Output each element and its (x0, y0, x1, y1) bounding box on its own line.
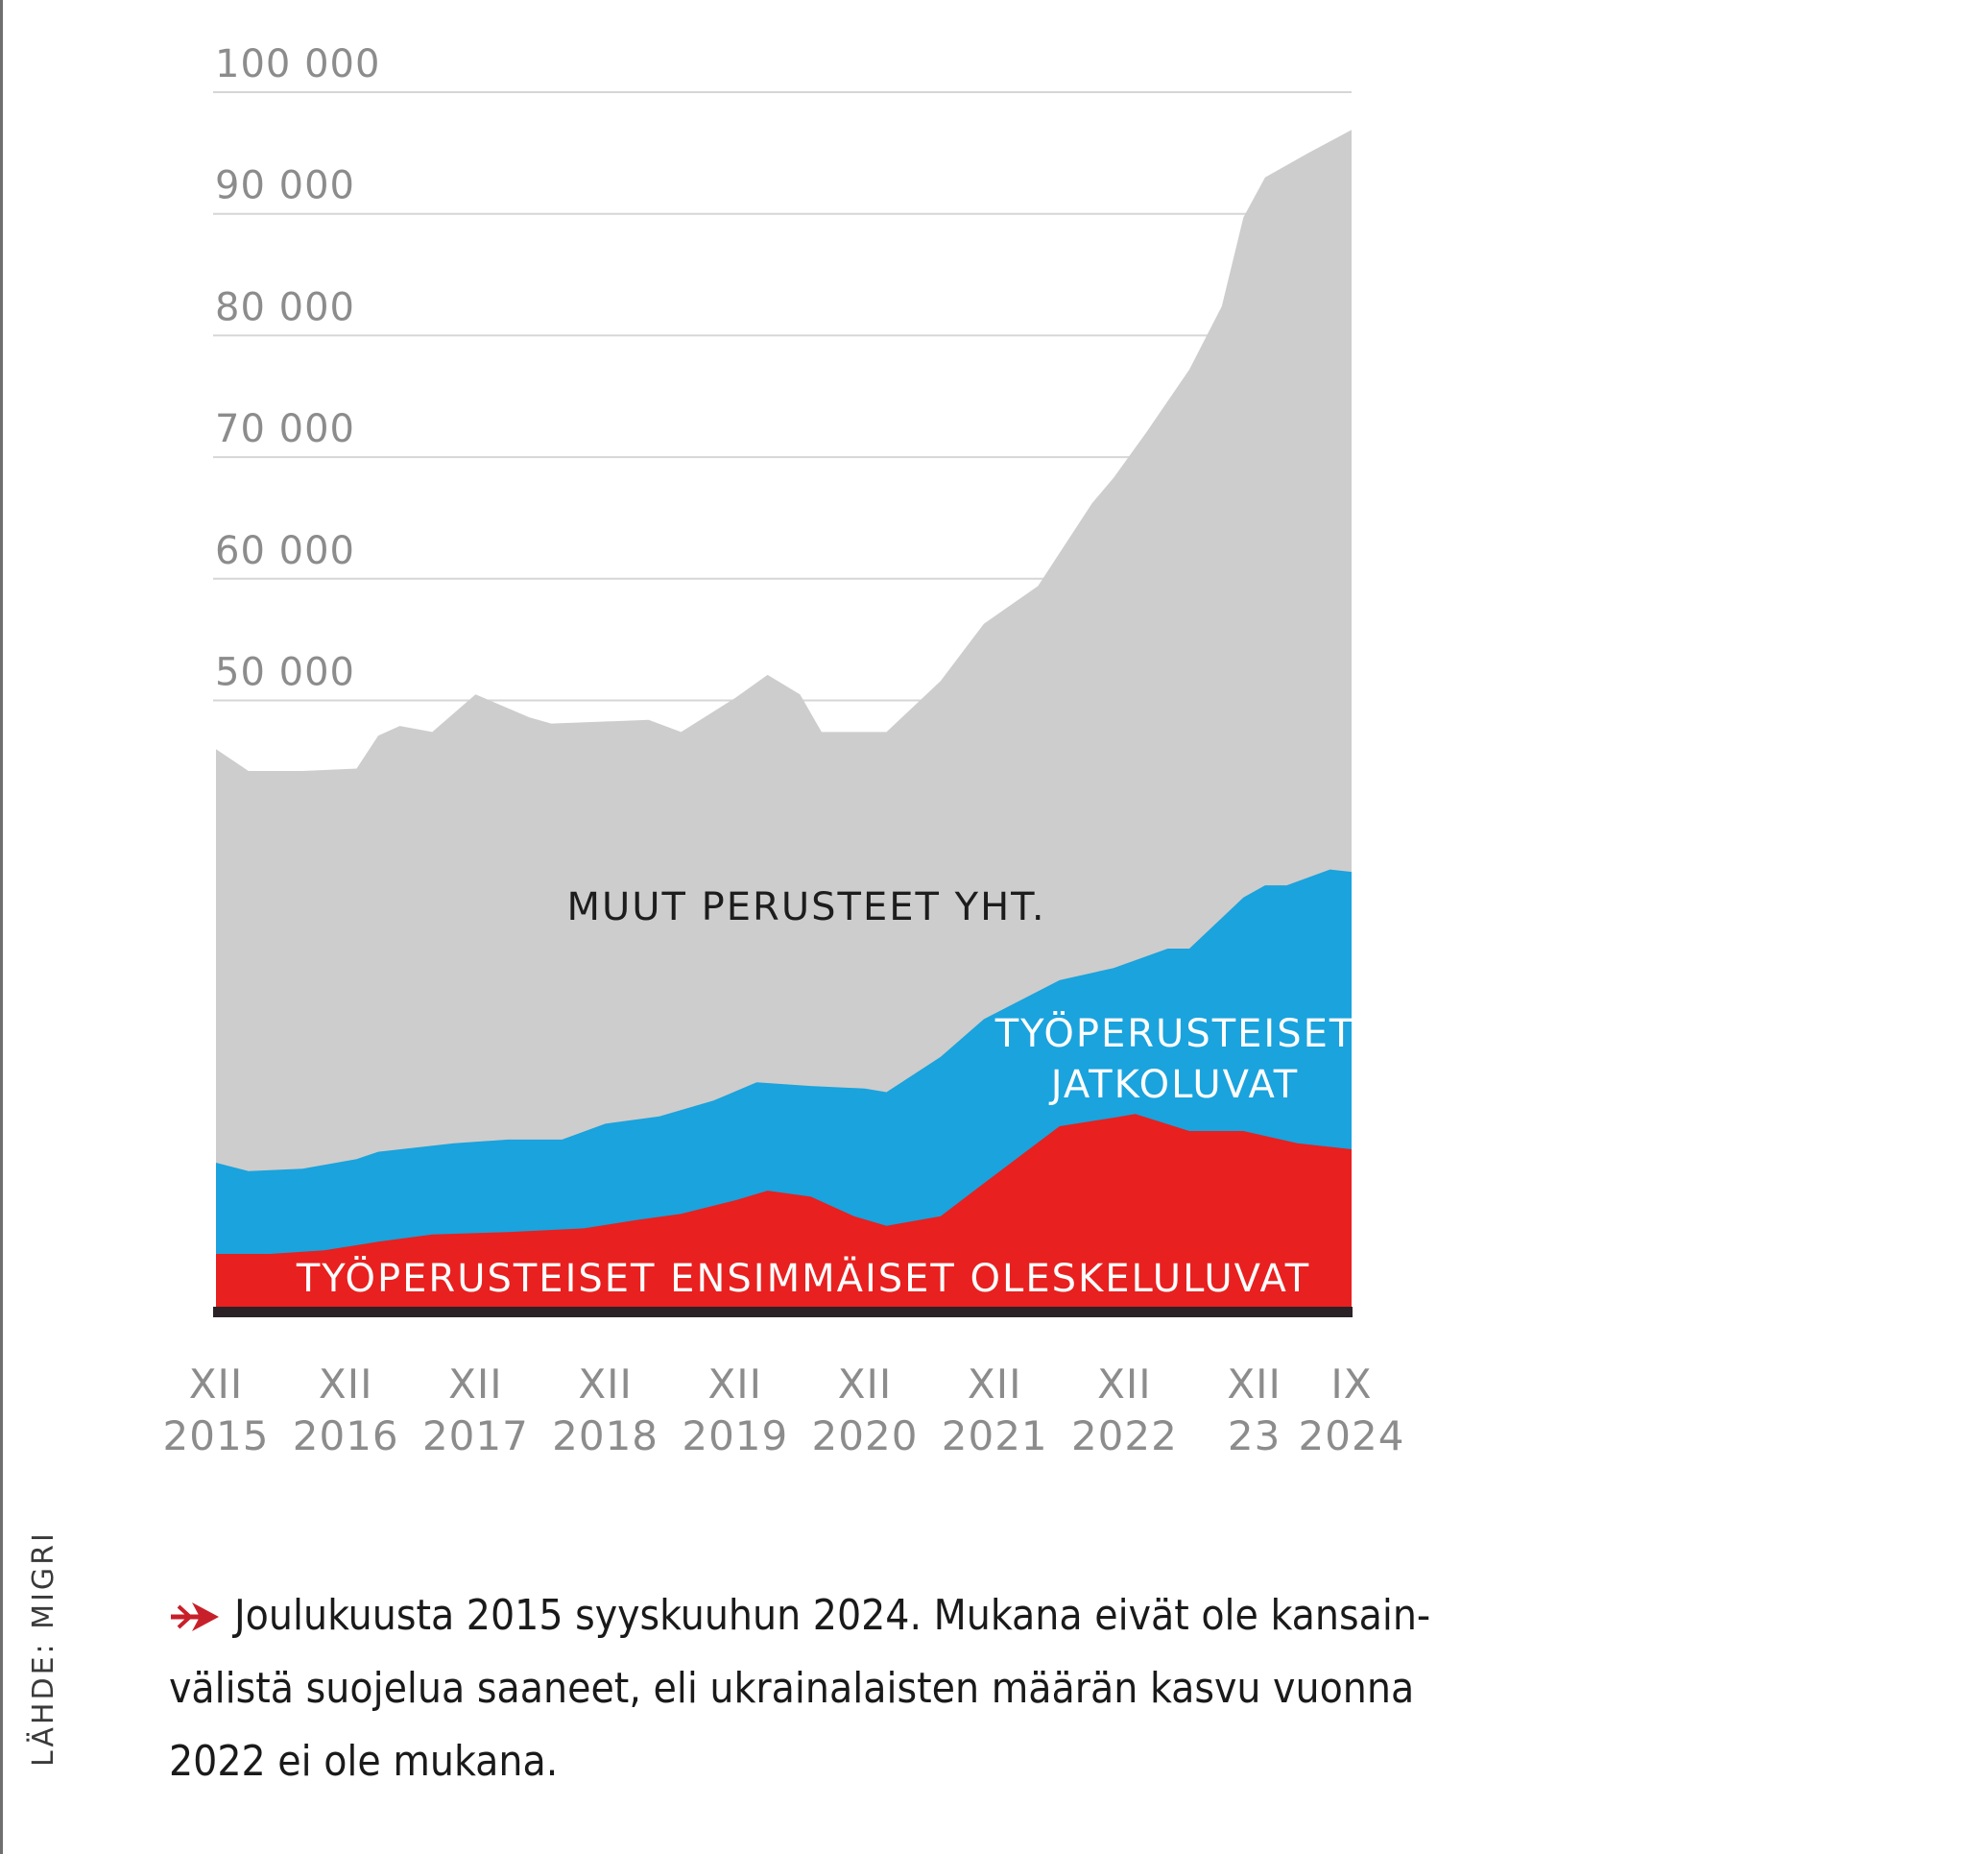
area-ty-perusteiset-ensimm-iset-oleskeluluvat (216, 1114, 1352, 1309)
y-tick-label: 90 000 (215, 164, 355, 208)
x-tick-label-year: 2016 (293, 1412, 399, 1459)
y-tick-labels: 50 000 60 000 70 000 80 000 90 000 100 000 (215, 42, 380, 695)
label-muut-perusteet: MUUT PERUSTEET YHT. (566, 885, 1045, 929)
x-tick-label-month: XII (578, 1360, 633, 1408)
x-tick-label-year: 2019 (682, 1412, 788, 1459)
y-tick-label: 100 000 (215, 42, 380, 86)
caption: Joulukuusta 2015 syyskuuhun 2024. Mukana… (169, 1579, 1532, 1798)
y-tick-label: 60 000 (215, 529, 355, 573)
x-tick-label-month: XII (838, 1360, 893, 1408)
x-tick-label-year: 23 (1228, 1412, 1281, 1459)
caption-line-3: 2022 ei ole mukana. (169, 1737, 559, 1786)
x-tick-labels: XII2015XII2016XII2017XII2018XII2019XII20… (163, 1360, 1405, 1459)
x-tick-label-month: XII (1227, 1360, 1281, 1408)
caption-text-1: Joulukuusta 2015 syyskuuhun 2024. Mukana… (234, 1591, 1431, 1640)
x-tick-label-month: XII (189, 1360, 244, 1408)
y-tick-label: 70 000 (215, 407, 355, 451)
label-jatkoluvat-line1: TYÖPERUSTEISET (994, 1010, 1355, 1056)
x-axis-baseline (213, 1307, 1353, 1317)
x-tick-label-year: 2018 (552, 1412, 659, 1459)
x-tick-label-month: XII (1097, 1360, 1152, 1408)
x-tick-label-year: 2022 (1071, 1412, 1178, 1459)
area-series (216, 130, 1352, 1309)
source-credit: LÄHDE: MIGRI (27, 1530, 60, 1767)
x-tick-label-year: 2017 (422, 1412, 529, 1459)
label-jatkoluvat-line2: JATKOLUVAT (1048, 1063, 1299, 1107)
x-tick-label-year: 2020 (812, 1412, 919, 1459)
x-tick-label-month: XII (708, 1360, 763, 1408)
stacked-area-chart: 50 000 60 000 70 000 80 000 90 000 100 000 XI… (163, 42, 1405, 1459)
x-tick-label-month: IX (1330, 1360, 1372, 1408)
y-tick-label: 50 000 (215, 651, 355, 695)
caption-line-2: välistä suojelua saaneet, eli ukrainalai… (169, 1664, 1415, 1713)
x-tick-label-month: XII (319, 1360, 373, 1408)
x-tick-label-month: XII (968, 1360, 1022, 1408)
y-tick-label: 80 000 (215, 285, 355, 329)
x-tick-label-year: 2021 (942, 1412, 1048, 1459)
caption-line-1: Joulukuusta 2015 syyskuuhun 2024. Mukana… (169, 1579, 1532, 1652)
label-ensimmaiset: TYÖPERUSTEISET ENSIMMÄISET OLESKELULUVAT (296, 1255, 1310, 1301)
x-tick-label-year: 2015 (163, 1412, 270, 1459)
x-tick-label-year: 2024 (1299, 1412, 1405, 1459)
x-tick-label-month: XII (448, 1360, 503, 1408)
arrow-right-icon (171, 1602, 219, 1631)
page-left-rule (0, 0, 3, 1854)
